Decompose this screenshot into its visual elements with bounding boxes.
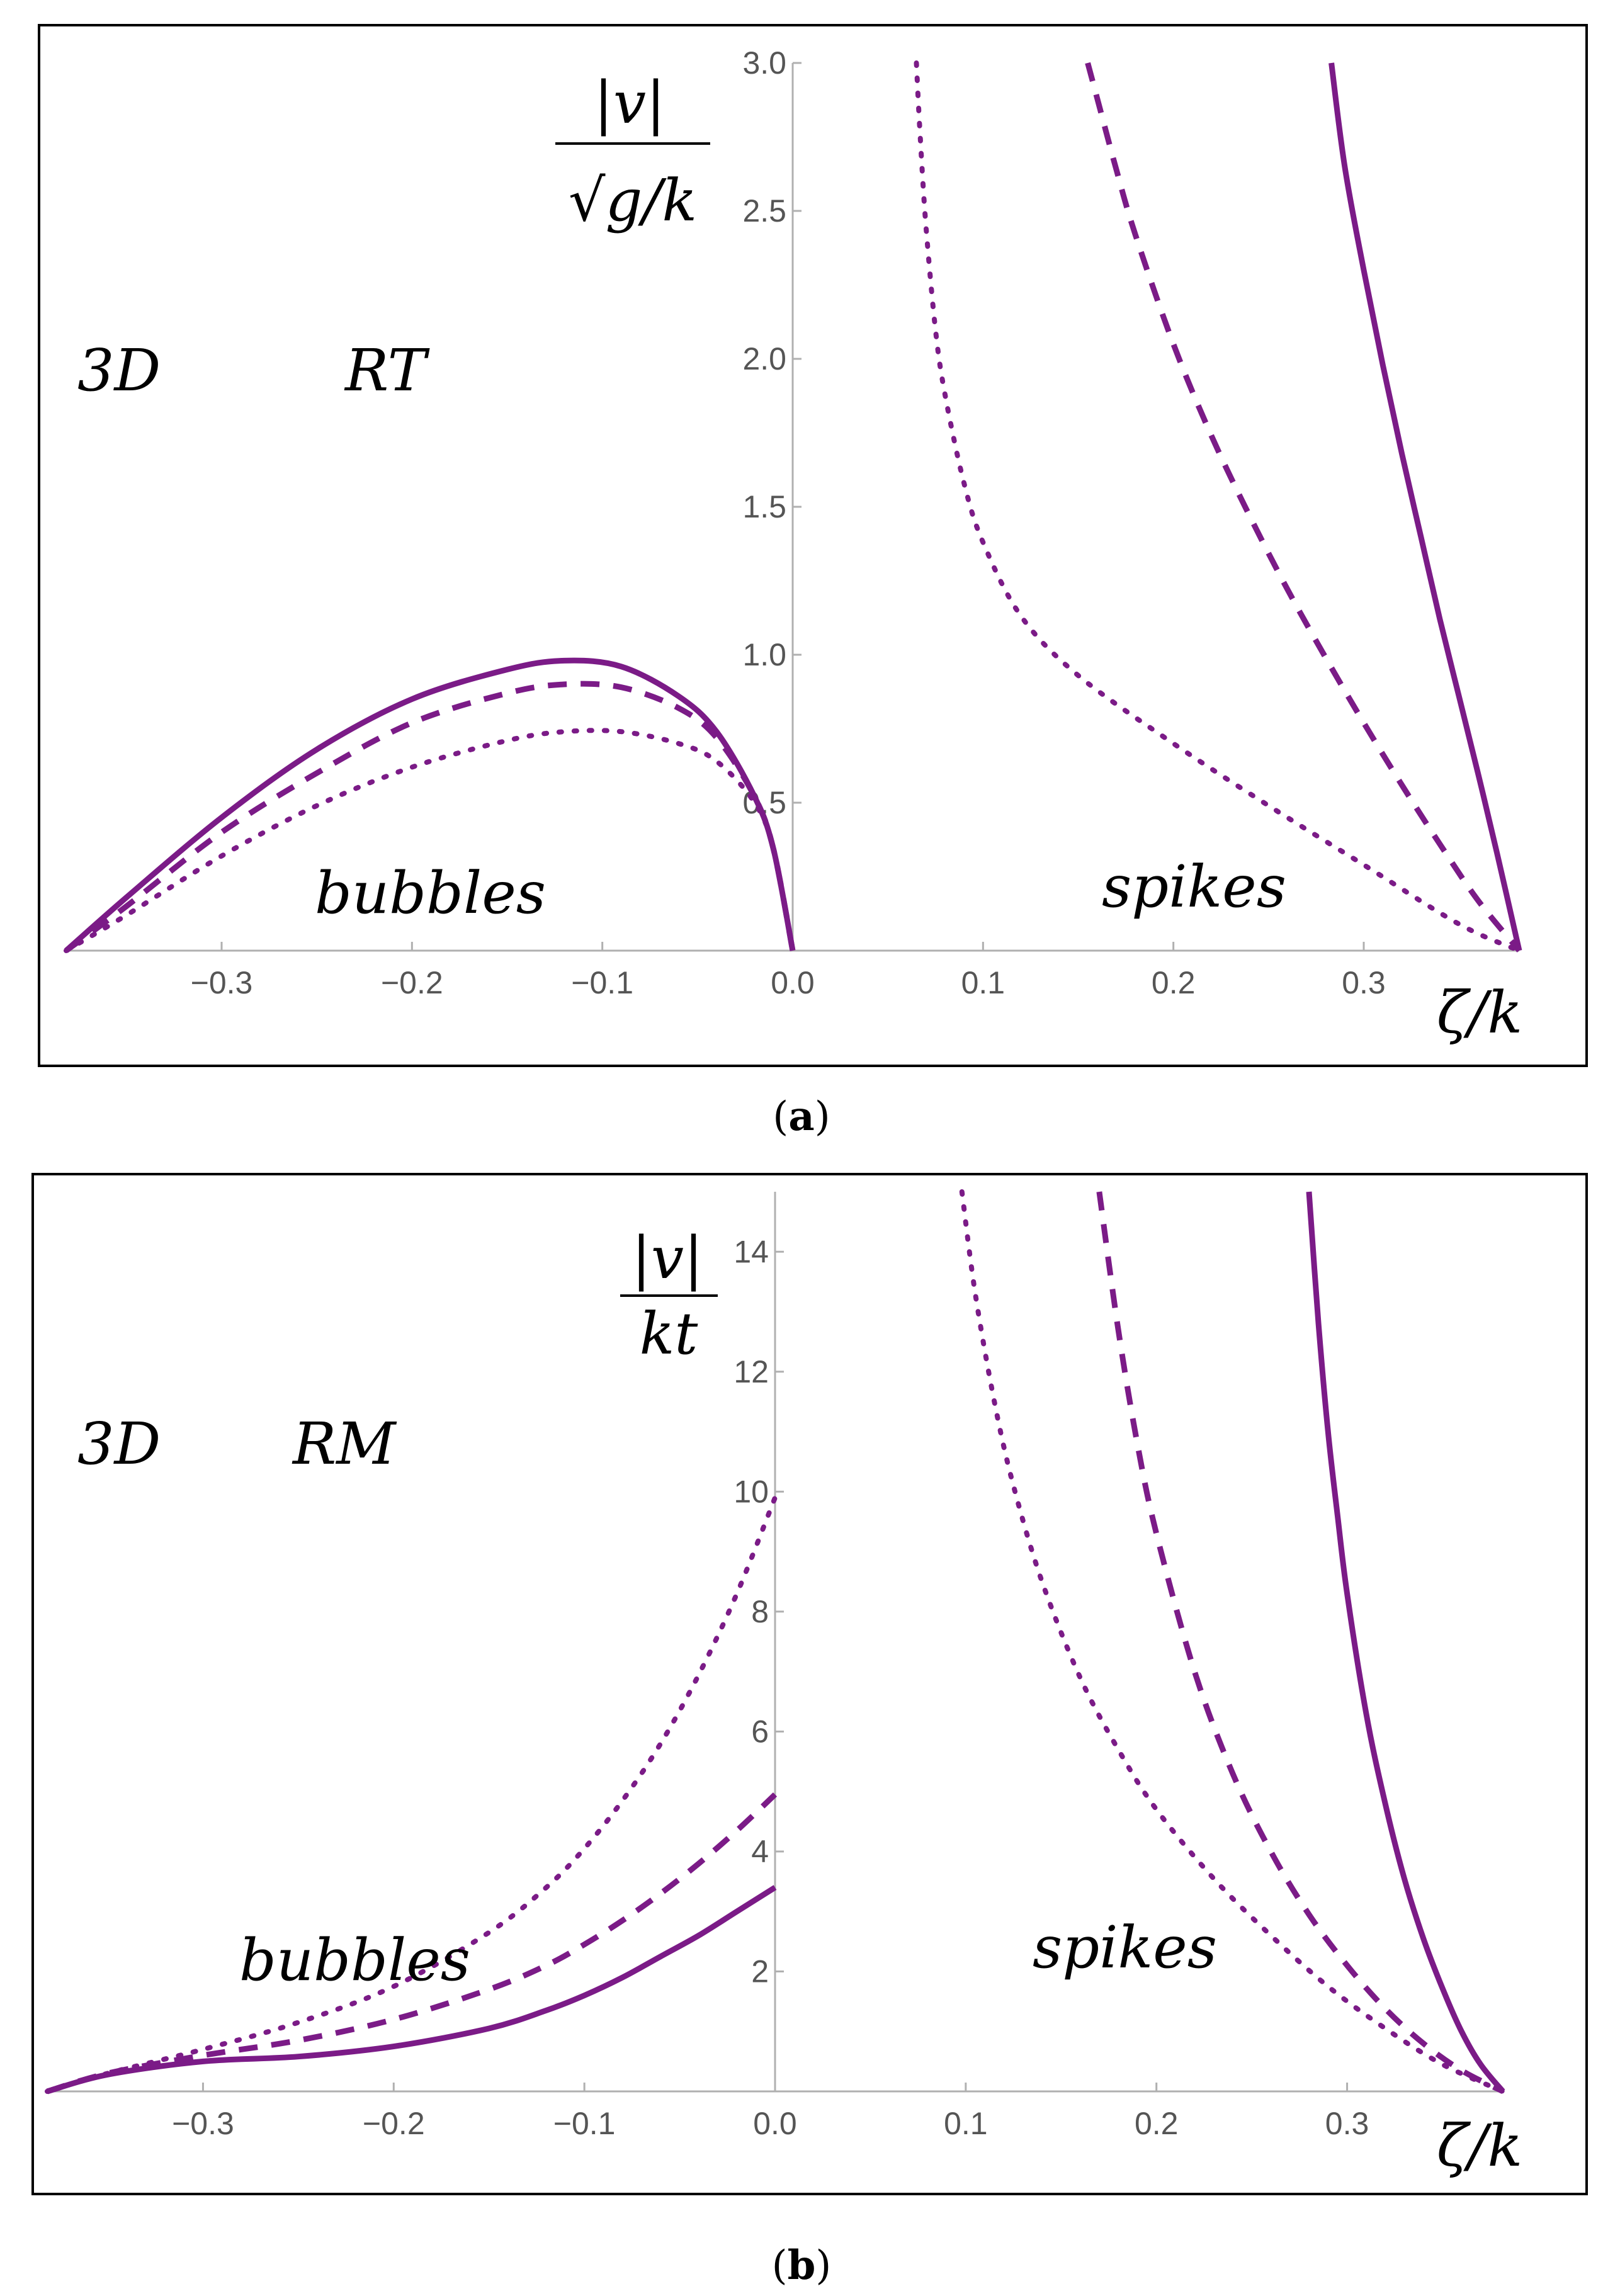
panel-b-y-tick-label: 4 — [751, 1834, 769, 1869]
panel-a-x-tick-label: 0.2 — [1152, 965, 1196, 1000]
panel-b-x-tick-label: −0.1 — [553, 2106, 616, 2141]
panel-b-x-tick-label: −0.3 — [172, 2106, 234, 2141]
panel-a-xlabel: ζ/k — [1437, 979, 1523, 1046]
panel-a-rt: −0.3 −0.2 −0.1 0.0 0.1 0.2 0.30.51.01.52.02.53… — [38, 24, 1588, 1067]
panel-a-y-tick-label: 2.5 — [742, 193, 786, 229]
panel-b-y-tick-label: 6 — [751, 1714, 769, 1749]
caption-b: (b) — [772, 2242, 832, 2289]
caption-a: (a) — [773, 1093, 830, 1140]
panel-a-series-spikes-solid — [1328, 62, 1522, 952]
panel-b-series-bubbles-solid — [46, 1885, 777, 2095]
panel-a-x-tick-label: −0.1 — [571, 965, 633, 1000]
panel-a-series-spikes-dashed — [1085, 62, 1522, 953]
panel-a-y-tick-label: 3.0 — [742, 45, 786, 81]
panel-b-y-tick-label: 8 — [751, 1594, 769, 1629]
panel-b-series-bubbles-dashed — [46, 1792, 778, 2095]
panel-a-x-tick-label: 0.0 — [771, 965, 815, 1000]
panel-a-frame — [38, 24, 1588, 1067]
panel-b-y-tick-label: 10 — [734, 1474, 769, 1509]
panel-a-y-tick-label: 1.0 — [742, 637, 786, 672]
panel-b-curves — [45, 1189, 1505, 2095]
panel-b-x-tick-label: 0.1 — [944, 2106, 988, 2141]
panel-a-x-tick-label: 0.1 — [961, 965, 1005, 1000]
panel-b-x-tick-label: 0.3 — [1325, 2106, 1369, 2141]
panel-b-bubbles-label: bubbles — [239, 1926, 470, 1994]
panel-b-y-tick-label: 2 — [751, 1954, 769, 1989]
panel-a-x-tick-label: −0.2 — [381, 965, 443, 1000]
panel-b-axes: −0.3 −0.2 −0.1 0.0 0.1 0.2 0.3 2 4 6 8 10 12 14 — [47, 1192, 1503, 2141]
panel-b-series-spikes-dashed — [1096, 1191, 1505, 2095]
panel-b-xlabel: ζ/k — [1437, 2112, 1523, 2180]
panel-b-dimension-label: 3D — [77, 1410, 161, 1478]
panel-a-series-spikes-dotted — [914, 60, 1522, 953]
panel-a-x-tick-label: 0.3 — [1342, 965, 1386, 1000]
panel-b-x-tick-label: −0.2 — [363, 2106, 425, 2141]
panel-b-frame — [31, 1173, 1588, 2195]
panel-a-x-tick-label: −0.3 — [191, 965, 253, 1000]
panel-a-series-bubbles-solid — [64, 657, 796, 953]
panel-b-ylabel-numerator: |v| — [632, 1224, 703, 1292]
panel-b-x-tick-label: 0.2 — [1135, 2106, 1179, 2141]
panel-a-spikes-label: spikes — [1102, 853, 1286, 920]
panel-b-rm: −0.3 −0.2 −0.1 0.0 0.1 0.2 0.3 2 4 6 8 10 12 14 3D RM… — [31, 1173, 1588, 2195]
panel-a-ylabel-numerator: |v| — [594, 69, 666, 137]
panel-b-instability-label: RM — [292, 1410, 397, 1478]
panel-a-axes: −0.3 −0.2 −0.1 0.0 0.1 0.2 0.30.51.01.52.02.53… — [66, 45, 1519, 1000]
panel-b-series-spikes-solid — [1306, 1191, 1505, 2093]
panel-b-series-spikes-dotted — [959, 1189, 1505, 2094]
panel-a-y-tick-label: 2.0 — [742, 341, 786, 376]
panel-a-ylabel-denominator: √g/k — [569, 167, 697, 234]
panel-a-curves — [64, 60, 1522, 953]
panel-b-series-bubbles-dotted — [45, 1495, 778, 2094]
panel-b-y-tick-label: 14 — [734, 1234, 769, 1269]
panel-a-y-tick-label: 1.5 — [742, 489, 786, 524]
panel-a-dimension-label: 3D — [77, 337, 161, 404]
panel-b-spikes-label: spikes — [1033, 1914, 1217, 1981]
panel-b-x-tick-label: 0.0 — [753, 2106, 797, 2141]
panel-b-y-tick-label: 12 — [734, 1354, 769, 1389]
panel-a-instability-label: RT — [344, 337, 430, 404]
panel-b-ylabel-denominator: kt — [640, 1300, 699, 1367]
panel-a-bubbles-label: bubbles — [315, 859, 546, 927]
